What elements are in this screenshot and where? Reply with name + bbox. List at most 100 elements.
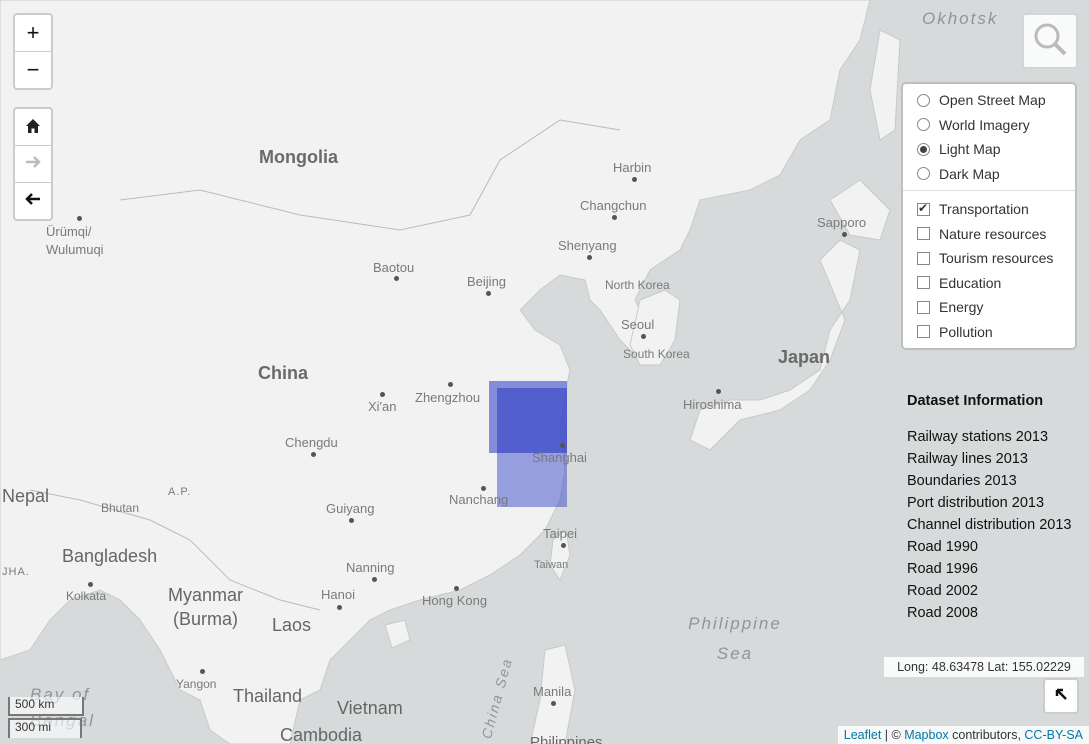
overlay-rect-3[interactable] [497,388,567,453]
city-dot [311,452,316,457]
label-city: Ürümqi/ Wulumuqi [46,224,104,257]
checkbox[interactable] [917,251,930,265]
mapbox-link[interactable]: Mapbox [904,728,949,742]
label-country: South Korea [623,347,690,361]
label-city: Hiroshima [683,397,742,412]
label-city: Yangon [176,677,217,691]
back-button[interactable] [15,183,51,219]
attribution: Leaflet | © Mapbox contributors, CC-BY-S… [837,726,1089,744]
layer-label: Open Street Map [939,92,1046,109]
overlay-rect-2[interactable] [497,388,567,507]
minimap-toggle-button[interactable] [1043,678,1079,714]
checkbox[interactable] [917,325,930,339]
city-dot [349,518,354,523]
label-city: Beijing [467,274,507,289]
city-dot [337,605,342,610]
zoom-out-button[interactable]: − [26,57,40,82]
city-dot [77,216,82,221]
radio-button[interactable] [917,118,930,132]
layer-radio-dark[interactable]: Dark Map [903,162,1075,187]
license-link[interactable]: CC-BY-SA [1024,728,1083,742]
dataset-item: Road 2008 [907,605,978,621]
label-country: China [258,363,309,383]
overlay-checkbox-tourism[interactable]: Tourism resources [903,246,1075,271]
zoom-in-button[interactable]: + [15,15,51,52]
city-dot [551,701,556,706]
overlay-checkbox-energy[interactable]: Energy [903,295,1075,320]
label-city: Baotou [373,260,415,275]
layer-radio-imagery[interactable]: World Imagery [903,113,1075,138]
radio-button[interactable] [917,167,930,181]
layer-radio-osm[interactable]: Open Street Map [903,88,1075,113]
city-dot [200,669,205,674]
checkbox[interactable] [917,300,930,314]
checkbox[interactable] [917,201,930,216]
city-dot [641,334,646,339]
label-city: Nanning [346,560,395,575]
arrow-up-left-icon [1053,686,1069,707]
label-country: Nepal [2,486,50,506]
dataset-item: Road 2002 [907,583,978,599]
scale-km: 500 km [8,697,84,716]
label-country: North Korea [605,278,670,292]
scale-mi: 300 mi [8,718,82,738]
label-city: Guiyang [326,501,375,516]
city-dot [372,577,377,582]
city-dot [481,486,486,491]
overlay-label: Energy [939,299,984,316]
navigation-control [13,107,53,221]
city-dot [88,582,93,587]
city-dot [612,215,617,220]
checkbox[interactable] [917,276,930,290]
label-country: Cambodia [280,725,363,744]
mouse-coordinates: Long: 48.63478 Lat: 155.02229 [884,657,1084,677]
overlay-checkbox-nature[interactable]: Nature resources [903,222,1075,247]
label-country: Philippines [530,734,603,744]
radio-button[interactable] [917,93,930,107]
forward-button[interactable] [15,146,51,183]
leaflet-link[interactable]: Leaflet [843,728,882,742]
overlay-checkbox-pollution[interactable]: Pollution [903,320,1075,345]
overlay-checkbox-education[interactable]: Education [903,271,1075,296]
overlay-checkbox-transportation[interactable]: Transportation [903,197,1075,222]
label-sea: Okhotsk [922,9,999,28]
city-dot [561,543,566,548]
label-city: Kolkata [66,589,107,603]
dataset-item: Boundaries 2013 [907,473,1017,489]
dataset-info-title: Dataset Information [907,393,1044,409]
overlay-label: Education [939,274,1002,291]
label-city: Changchun [580,198,647,213]
radio-button[interactable] [917,142,930,156]
label-sea: Philippine Sea [688,614,782,663]
dataset-item: Port distribution 2013 [907,495,1045,511]
home-button[interactable] [15,109,51,146]
label-city: Manila [533,684,572,699]
label-city: Shenyang [558,238,617,253]
search-icon [1031,20,1069,63]
label-city: Harbin [613,160,652,175]
arrow-left-icon [24,188,42,214]
label-city: Xi'an [368,399,397,414]
city-dot [716,389,721,394]
layer-label: Light Map [939,141,1001,158]
label-city: Seoul [621,317,655,332]
search-button[interactable] [1022,13,1078,69]
label-city: Shanghai [532,450,587,465]
label-country: Myanmar (Burma) [167,585,243,629]
label-country: Japan [778,347,831,367]
arrow-right-icon [24,151,42,177]
layer-radio-light[interactable]: Light Map [903,137,1075,162]
city-dot [560,443,565,448]
layer-label: World Imagery [939,116,1030,133]
attribution-text: contributors, [948,728,1025,742]
attribution-text: | © [881,728,905,742]
overlay-label: Nature resources [939,225,1047,242]
city-dot [632,177,637,182]
dataset-item: Railway stations 2013 [907,429,1049,445]
city-dot [454,586,459,591]
overlay-label: Tourism resources [939,250,1054,267]
checkbox[interactable] [917,227,930,241]
city-dot [448,382,453,387]
label-country: Vietnam [337,698,403,718]
